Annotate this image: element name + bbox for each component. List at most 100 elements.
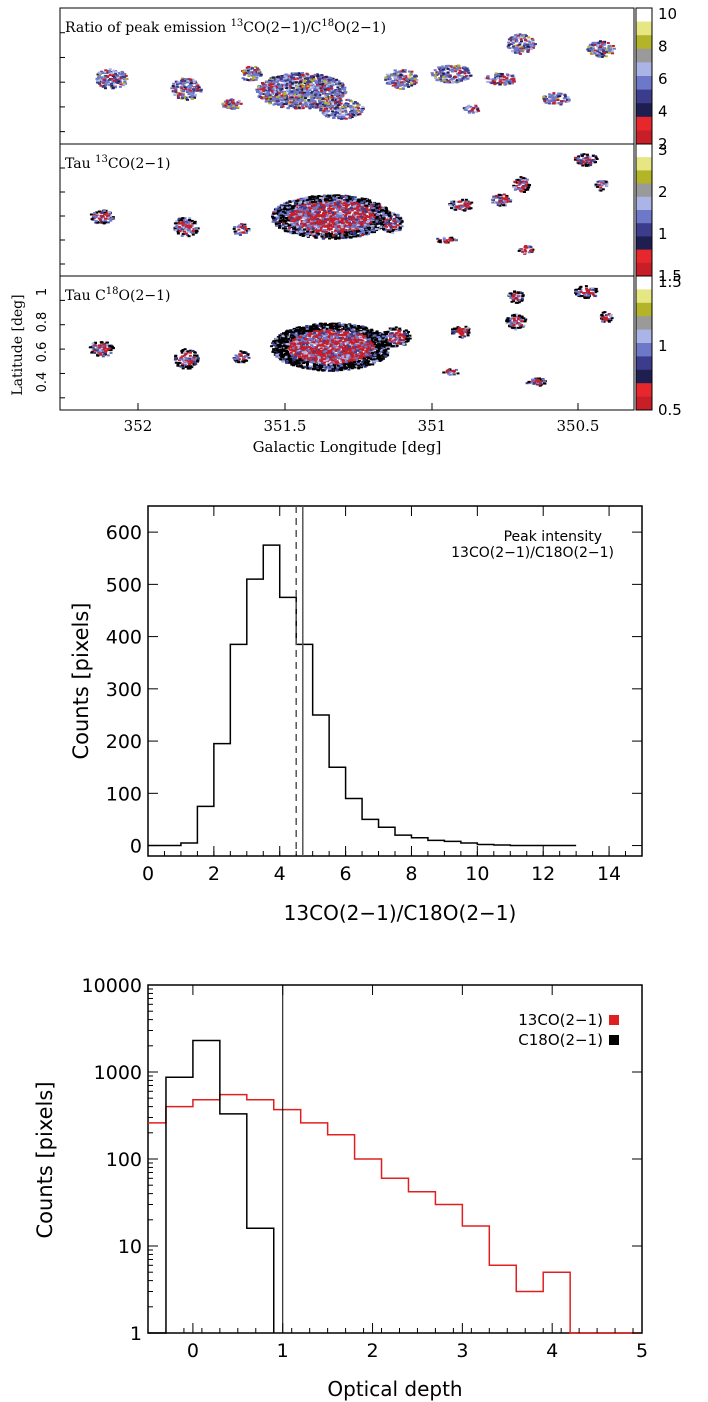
map-pixel (463, 76, 467, 79)
map-pixel (174, 229, 178, 232)
colorbar-segment (636, 157, 652, 171)
map-pixel (176, 230, 180, 233)
map-pixel (527, 251, 531, 254)
map-pixel (593, 52, 597, 55)
map-pixel (325, 93, 329, 96)
map-pixel (101, 351, 105, 354)
map-pixel (376, 205, 380, 208)
map-pixel (347, 212, 351, 215)
map-pixel (504, 82, 508, 85)
map-pixel (232, 103, 236, 106)
map-pixel (384, 76, 388, 79)
map-pixel (334, 92, 338, 95)
map-pixel (110, 217, 114, 220)
map-pixel (452, 203, 456, 206)
map-pixel (346, 199, 350, 202)
map-pixel (403, 69, 407, 72)
map-pixel (288, 85, 292, 87)
map-pixel (338, 90, 342, 93)
map-pixel (303, 201, 307, 204)
map-pixel (340, 110, 344, 113)
map-pixel (467, 111, 471, 114)
map-pixel (279, 214, 283, 217)
map-pixel (337, 237, 341, 240)
map-pixel (330, 85, 333, 88)
map-pixel (338, 107, 342, 110)
map-pixel (317, 96, 321, 99)
map-pixel (396, 85, 400, 87)
map-pixel (286, 214, 290, 217)
map-pixel (301, 85, 305, 88)
map-pixel (300, 219, 304, 222)
map-pixel (290, 99, 294, 102)
map-pixel (281, 215, 285, 218)
map-pixel (320, 77, 324, 80)
map-pixel (298, 201, 302, 204)
map-pixel (189, 78, 193, 81)
map-pixel (311, 209, 315, 212)
map-pixel (103, 71, 107, 74)
map-pixel (356, 209, 360, 212)
map-pixel (335, 220, 339, 223)
map-pixel (389, 222, 393, 225)
map-pixel (347, 195, 351, 198)
map-pixel (316, 86, 320, 89)
map-pixel (316, 93, 320, 96)
map-pixel (329, 199, 333, 202)
map-pixel (287, 93, 291, 96)
map-pixel (366, 230, 370, 233)
map-pixel (294, 72, 297, 75)
map-pixel (193, 95, 197, 98)
map-pixel (321, 97, 325, 100)
map-title-part: 13 (95, 154, 108, 165)
map-pixel (476, 107, 480, 110)
map-pixel (299, 198, 303, 201)
map-pixel (359, 218, 363, 221)
map-pixel (194, 82, 198, 85)
map-pixel (271, 217, 275, 220)
map-pixel (331, 214, 335, 217)
map-pixel (350, 109, 354, 112)
map-pixel (367, 220, 371, 222)
map-pixel (319, 226, 323, 229)
map-pixel (320, 235, 324, 238)
map-pixel (106, 343, 110, 346)
map-pixel (349, 110, 353, 113)
map-pixel (474, 104, 478, 107)
map-pixel (585, 156, 589, 159)
map-pixel (111, 216, 115, 219)
map-pixel (352, 113, 356, 116)
map-pixel (526, 43, 530, 46)
map-pixel (92, 216, 96, 219)
map-pixel (99, 218, 102, 221)
map-pixel (466, 202, 470, 205)
map-pixel (594, 156, 598, 159)
map-pixel (298, 90, 302, 92)
map-pixel (286, 201, 290, 204)
map-pixel (288, 200, 292, 203)
map-pixel (352, 213, 356, 216)
map-pixel (306, 213, 310, 216)
map-pixel (410, 70, 414, 73)
map-pixel (331, 200, 335, 203)
map-pixel (103, 211, 107, 214)
map-pixel (326, 89, 330, 91)
map-pixel (305, 105, 309, 108)
map-pixel (252, 70, 256, 73)
map-pixel (301, 107, 305, 110)
map-pixel (363, 215, 367, 218)
map-pixel (375, 211, 379, 214)
map-pixel (110, 345, 114, 348)
map-pixel (375, 214, 379, 216)
map-pixel (592, 154, 595, 157)
map-pixel (247, 228, 251, 231)
map-pixel (321, 232, 325, 235)
map-pixel (179, 222, 183, 225)
map-pixel (281, 227, 285, 230)
map-pixel (356, 110, 360, 113)
map-pixel (349, 236, 352, 239)
map-pixel (277, 89, 281, 91)
map-pixel (602, 180, 606, 182)
map-pixel (292, 217, 296, 220)
map-pixel (234, 102, 237, 105)
